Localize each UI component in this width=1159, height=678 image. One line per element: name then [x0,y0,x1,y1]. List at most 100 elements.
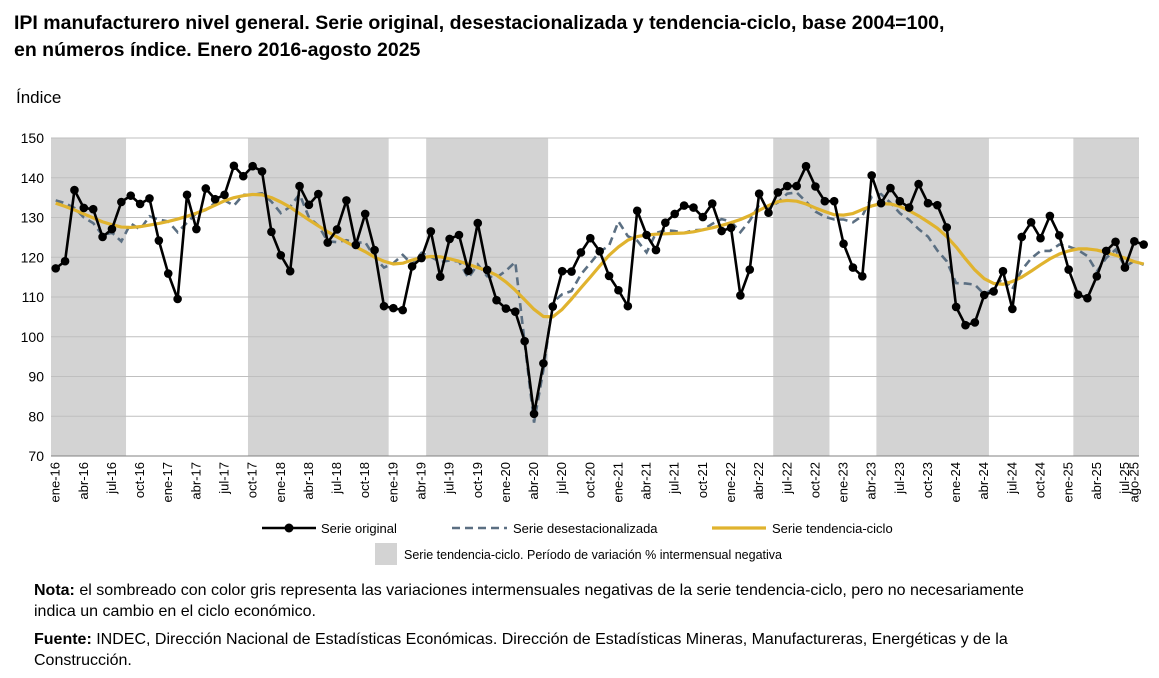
series-point-original [1017,232,1027,242]
series-point-original [801,161,811,171]
series-point-original [154,236,164,245]
series-point-original [811,182,820,191]
series-point-original [192,224,201,234]
series-point-original [961,320,970,330]
series-point-original [557,266,567,276]
series-point-original [1120,263,1130,272]
series-point-original [135,199,145,209]
series-point-original [754,189,764,198]
x-tick-label-ene-21: ene-21 [610,462,625,502]
legend-swatch-shading [375,543,397,565]
x-tick-label-jul-23: jul-23 [892,462,907,495]
series-point-original [848,263,858,272]
series-point-original [820,196,830,206]
x-tick-label-oct-18: oct-18 [357,462,372,498]
series-point-original [745,265,755,274]
x-tick-label-ene-17: ene-17 [160,462,175,502]
x-tick-label-oct-16: oct-16 [132,462,147,498]
x-tick-label-jul-16: jul-16 [104,462,119,495]
x-tick-label-jul-18: jul-18 [329,462,344,495]
series-point-original [923,198,933,208]
series-point-original [829,196,839,206]
series-point-original [323,238,332,247]
note-text: el sombreado con color gris representa l… [34,582,1024,620]
series-point-original [876,198,886,208]
ipi-line-chart: 70 80 90 100 110 120 130 140 150 Índice ene-16 abr-… [16,88,1148,565]
series-point-original [257,167,267,176]
series-point-original [1101,246,1111,256]
series-point-original [1008,304,1017,314]
series-point-original [163,269,173,278]
series-point-original [651,245,661,255]
legend-label-shading: Serie tendencia-ciclo. Período de variac… [404,548,782,562]
legend-label-tendencia-ciclo: Serie tendencia-ciclo [772,521,893,536]
x-tick-label-abr-19: abr-19 [413,462,428,500]
series-point-original [773,188,783,197]
y-tick-label-150: 150 [21,130,45,146]
y-tick-label-120: 120 [21,249,45,265]
x-tick-label-jul-21: jul-21 [667,462,682,495]
series-point-original [360,209,370,219]
series-point-original [698,212,708,222]
x-tick-label-oct-17: oct-17 [245,462,260,498]
x-tick-label-oct-23: oct-23 [920,462,935,498]
source-text: INDEC, Dirección Nacional de Estadística… [34,631,1008,669]
x-tick-label-jul-24: jul-24 [1004,462,1019,495]
note-label: Nota: [34,582,75,599]
series-point-original [473,218,483,228]
series-point-original [1111,237,1120,247]
series-point-original [707,199,717,208]
series-point-original [98,232,107,242]
series-point-original [1073,290,1083,299]
x-tick-label-abr-25: abr-25 [1089,462,1104,500]
chart-title-line-2: en números índice. Enero 2016-agosto 202… [14,39,421,61]
series-point-original [736,291,745,300]
series-point-original [867,171,876,180]
series-point-original [895,196,905,206]
series-point-original [1045,211,1055,221]
x-tick-label-ene-18: ene-18 [273,462,288,502]
series-point-original [426,227,436,236]
x-tick-label-jul-20: jul-20 [554,462,569,495]
series-point-original [117,197,126,207]
note-block: Nota: el sombreado con color gris repres… [34,580,1034,622]
series-point-original [351,240,361,250]
series-point-original [933,200,942,210]
series-point-original [942,223,952,232]
x-tick-label-oct-21: oct-21 [695,462,710,498]
y-tick-label-100: 100 [21,329,45,345]
series-point-original [642,230,651,240]
x-tick-label-ene-16: ene-16 [48,462,63,502]
series-point-original [370,245,379,255]
series-point-original [904,203,914,212]
series-point-original [614,285,623,295]
series-point-original [435,272,445,282]
series-point-original [951,302,961,312]
x-tick-label-oct-20: oct-20 [582,462,597,498]
x-tick-label-ene-19: ene-19 [385,462,400,502]
x-tick-label-jul-25: jul-25 [1117,462,1132,495]
series-point-original [567,267,576,276]
series-point-original [1092,272,1102,281]
x-tick-label-ene-24: ene-24 [948,462,963,502]
series-point-original [210,194,220,204]
series-point-original [398,305,408,315]
series-point-original [717,226,726,236]
series-point-original [689,203,698,212]
series-point-original [1130,237,1139,246]
series-point-original [623,301,633,311]
series-point-original [632,206,642,216]
series-point-original [51,264,60,273]
y-tick-label-140: 140 [21,170,45,186]
x-tick-label-abr-22: abr-22 [751,462,766,500]
series-point-original [1064,265,1073,274]
series-point-original [417,253,426,263]
series-point-original [764,208,773,218]
series-point-original [1083,293,1092,303]
series-point-original [726,223,736,233]
y-tick-label-130: 130 [21,210,45,226]
series-point-original [1036,233,1045,243]
series-point-original [548,302,558,311]
x-tick-label-ene-22: ene-22 [723,462,738,502]
series-point-original [126,191,136,200]
